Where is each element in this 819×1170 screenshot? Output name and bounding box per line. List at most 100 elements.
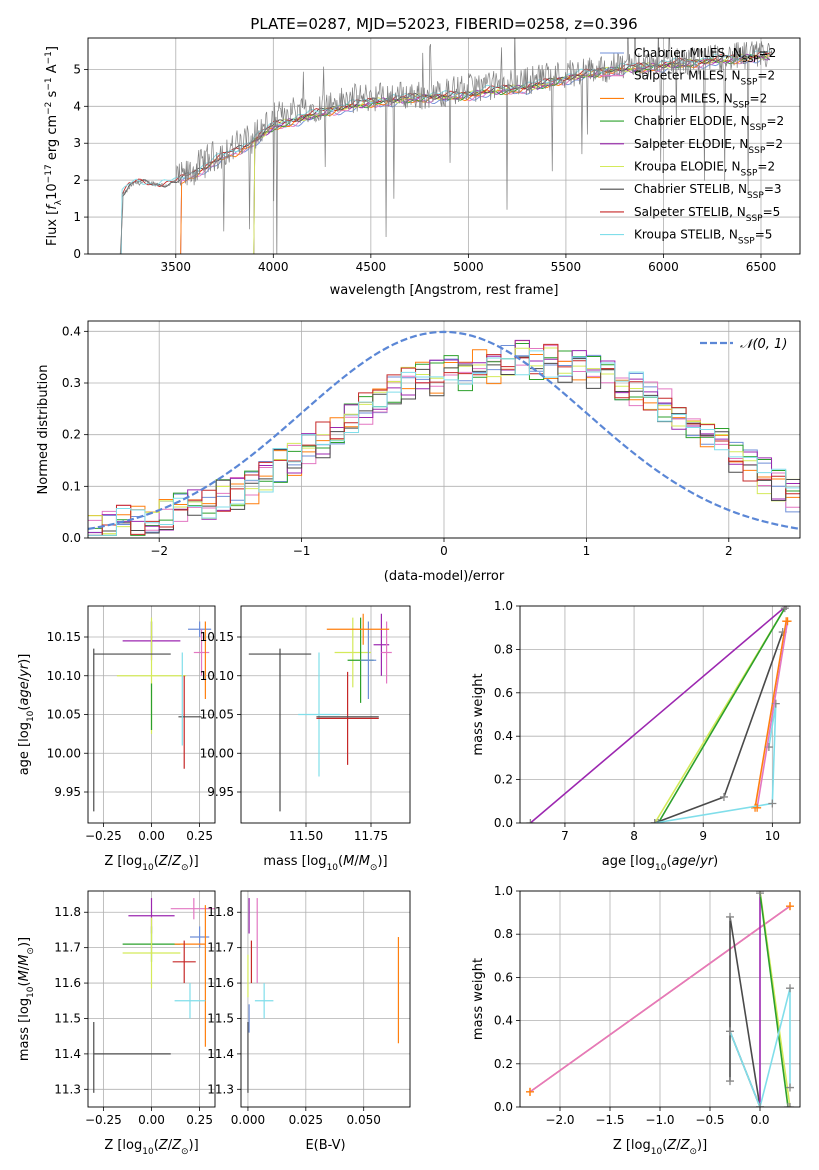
label-part: )] xyxy=(17,937,32,947)
label-part: SSP xyxy=(742,55,759,65)
mass-vs-Z-xtick-label: −0.25 xyxy=(85,1113,122,1127)
weight-vs-Z-ytick-label: 0.2 xyxy=(494,1057,513,1071)
residuals-xtick-label: −1 xyxy=(293,544,311,558)
label-part: erg cm xyxy=(45,115,60,164)
label-part: / xyxy=(696,854,701,869)
age-vs-Z-ytick-label: 9.95 xyxy=(54,785,81,799)
mass-vs-Z-plot xyxy=(93,898,215,1093)
label-part: 10 xyxy=(142,863,154,873)
label-part: 10 xyxy=(26,986,36,998)
age-vs-Z-xtick-label: 0.25 xyxy=(186,829,213,843)
label-part: M xyxy=(359,854,370,869)
label-part: Z [log xyxy=(613,1138,651,1153)
label-part: Z xyxy=(171,854,182,869)
age-vs-Z-xlabel: Z [log10(Z/Z⊙)] xyxy=(104,854,198,873)
mass-vs-ebv-ytick-label: 11.4 xyxy=(207,1047,234,1061)
label-part: 10 xyxy=(45,183,60,200)
label-part: )] xyxy=(17,654,32,664)
label-part: / xyxy=(17,676,32,681)
spectrum-frame xyxy=(87,37,801,255)
residuals-xtick-label: −2 xyxy=(150,544,168,558)
mass-vs-ebv-frame xyxy=(240,890,411,1108)
residuals-xtick-label: 2 xyxy=(725,544,733,558)
legend-normal-label: 𝒩(0, 1) xyxy=(740,337,787,352)
label-part: λ xyxy=(54,199,64,205)
label-part: SSP xyxy=(750,123,767,133)
label-part: −2 xyxy=(44,102,54,115)
label-part: =3 xyxy=(764,182,782,196)
label-part: age [log xyxy=(602,854,655,869)
age-vs-Z-frame xyxy=(87,605,216,824)
age-vs-mass-ytick-label: 10.00 xyxy=(200,746,234,760)
weight-vs-age-plot xyxy=(526,606,792,823)
mass-vs-Z-ytick-label: 11.3 xyxy=(54,1082,81,1096)
ylabel-part: Flux [ xyxy=(45,210,60,246)
residuals-xtick-label: 0 xyxy=(440,544,448,558)
label-part: M xyxy=(343,854,354,869)
age-vs-Z-ytick-label: 10.00 xyxy=(47,746,81,760)
weight-vs-age-xtick-label: 9 xyxy=(699,829,707,843)
weight-marker xyxy=(526,819,535,823)
legend-entry: Kroupa MILES, NSSP=2 xyxy=(634,91,767,110)
weight-vs-age-ytick-label: 0.8 xyxy=(494,642,513,656)
weight-marker xyxy=(654,819,663,823)
weight-vs-Z-axes: −2.0 −1.5 −1.0 −0.5 0.0 0.0 0.2 0.4 0.6 0.8 1.0 Z [… xyxy=(471,884,801,1157)
label-part: / xyxy=(17,965,32,970)
label-part: SSP xyxy=(741,169,758,179)
label-part: N xyxy=(732,160,741,174)
weight-marker xyxy=(786,1083,794,1092)
plot-layer: 3500 4000 4500 5000 5500 6000 6500 0 1 2 3 4 5 wavele… xyxy=(17,37,801,1157)
spectrum-ytick-label: 1 xyxy=(73,210,81,224)
spectrum-ytick-label: 4 xyxy=(73,99,81,113)
weight-marker xyxy=(783,617,792,626)
label-part: Kroupa MILES, xyxy=(634,91,724,105)
label-part: mass [log xyxy=(263,854,326,869)
spectrum-ytick-label: 0 xyxy=(73,247,81,261)
weight-marker xyxy=(786,1103,794,1107)
age-vs-mass-frame xyxy=(240,605,411,824)
label-part: )] xyxy=(189,1138,199,1153)
label-part: / xyxy=(168,1138,173,1153)
residuals-ytick-label: 0.1 xyxy=(62,479,81,493)
label-part: Chabrier ELODIE, xyxy=(634,114,741,128)
label-part: =2 xyxy=(765,137,783,151)
spectrum-xtick-label: 4000 xyxy=(258,260,289,274)
age-vs-Z-ytick-label: 10.15 xyxy=(47,630,81,644)
weight-marker xyxy=(784,1103,792,1107)
label-part: SSP xyxy=(747,191,764,201)
label-part: =2 xyxy=(750,91,768,105)
legend-entry: Kroupa STELIB, NSSP=5 xyxy=(634,228,772,247)
residuals-plot xyxy=(88,330,800,536)
residuals-xlabel: (data-model)/error xyxy=(384,569,505,584)
mass-vs-ebv-plot xyxy=(247,898,400,1093)
weight-vs-age-xtick-label: 10 xyxy=(765,829,780,843)
mass-vs-Z-ytick-label: 11.8 xyxy=(54,905,81,919)
label-part: / xyxy=(168,854,173,869)
residuals-ytick-label: 0.4 xyxy=(62,324,81,338)
mass-vs-ebv-ytick-label: 11.8 xyxy=(207,905,234,919)
label-part: ⊙ xyxy=(689,1147,697,1157)
normal-curve xyxy=(88,330,800,531)
label-part: 10 xyxy=(655,863,667,873)
weight-marker xyxy=(753,803,762,812)
label-part: ⊙ xyxy=(181,863,189,873)
residuals-ytick-label: 0.2 xyxy=(62,428,81,442)
weight-line-kroupa-miles xyxy=(754,621,787,808)
spectrum-xtick-label: 6500 xyxy=(746,260,777,274)
weight-vs-age-ytick-label: 0.4 xyxy=(494,729,513,743)
label-part: 10 xyxy=(327,863,339,873)
spectrum-xtick-label: 5000 xyxy=(453,260,484,274)
mass-vs-ebv-axes: 0.000 0.025 0.050 11.3 11.4 11.5 11.6 11.7 11.8 E… xyxy=(207,890,411,1153)
hist-step-salpeter-elodie xyxy=(88,339,800,534)
label-part: age xyxy=(17,681,32,705)
label-part: Z xyxy=(158,1138,169,1153)
mass-vs-ebv-xtick-label: 0.050 xyxy=(347,1113,381,1127)
label-part: N xyxy=(739,137,748,151)
label-part: SSP xyxy=(738,237,755,247)
figure-title: PLATE=0287, MJD=52023, FIBERID=0258, z=0… xyxy=(250,15,637,33)
hist-step-kroupa-stelib xyxy=(88,350,800,536)
weight-marker xyxy=(786,984,794,993)
spectrum-ytick-label: 3 xyxy=(73,136,81,150)
label-part: yr xyxy=(17,662,32,678)
